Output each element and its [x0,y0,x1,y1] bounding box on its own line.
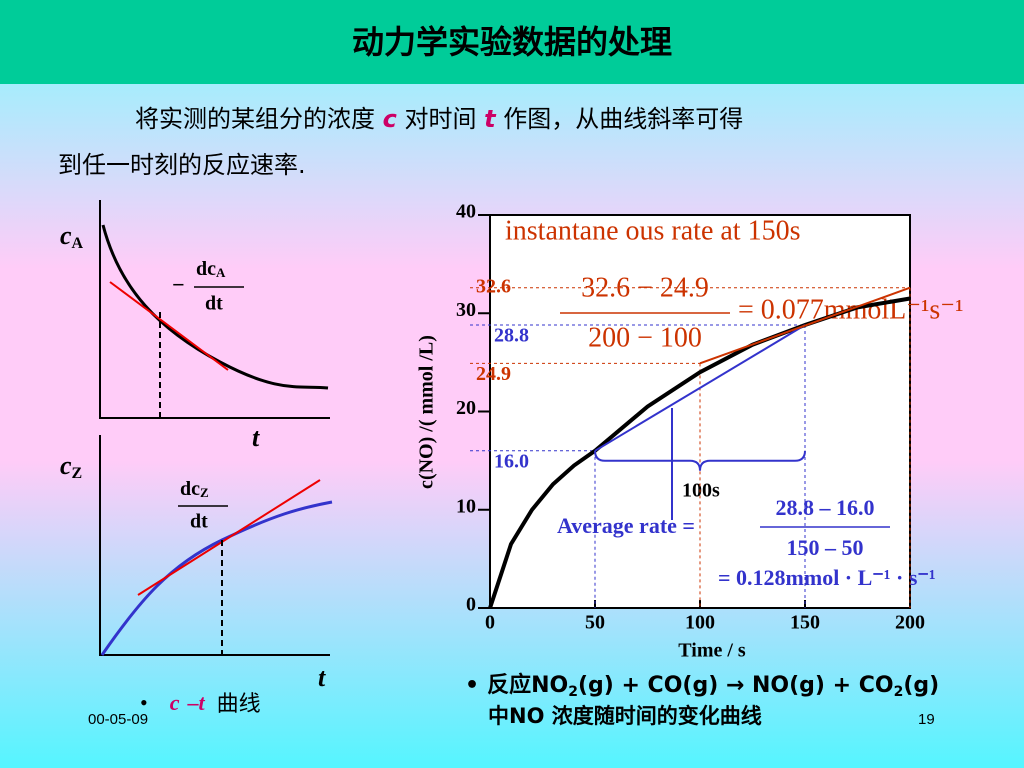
x-tick-label: 50 [585,612,605,634]
y-tick-label: 20 [456,397,476,419]
y-tick-label: 40 [456,201,476,223]
label: − [172,272,185,297]
label: dt [190,511,208,533]
label: c [60,221,72,250]
caption: (g) [903,673,939,698]
curve [100,500,333,656]
guide-label: 28.8 [494,325,529,347]
caption: 2 [568,684,578,700]
guide-label: 16.0 [494,450,529,472]
axes [99,200,330,419]
brace [594,450,806,471]
label: t [252,423,260,452]
annotation: instantane ous rate at 150s [505,215,800,246]
intro-var: c [383,105,397,133]
annotation: 28.8 – 16.0 [776,495,875,520]
tangent [109,281,229,371]
label: dc [196,258,216,280]
label: Z [72,465,83,482]
label: dc [180,478,200,500]
intro-text: 将实测的某组分的浓度 [135,105,383,133]
x-tick-label: 200 [895,612,925,634]
caption: 反应NO [487,672,568,698]
intro-text: 对时间 [397,105,484,133]
header-bar [0,0,1024,84]
page-number: 19 [918,711,935,728]
y-tick-label: 0 [466,594,476,616]
label: dcZ [180,478,209,500]
label: cZ [60,451,82,482]
bullet: c [170,690,180,715]
bullet: 曲线 [217,692,261,717]
label: A [216,265,226,280]
guide-label: 32.6 [476,275,511,297]
guide-label: 24.9 [476,363,511,385]
footer-date: 00-05-09 [88,711,148,728]
tangent [137,479,321,596]
annotation: = 0.128mmol · L⁻¹ · s⁻¹ [718,565,936,590]
caption: 中NO 浓度随时间的变化曲线 [488,704,762,728]
y-tick-label: 10 [456,495,476,517]
x-tick-label: 0 [485,612,495,634]
chord [594,324,806,452]
label: A [72,235,84,252]
caption: • 反应NO2(g) + CO(g) → NO(g) + CO2(g) [465,672,939,700]
annotation: 150 – 50 [787,535,864,560]
title: 动力学实验数据的处理 [352,23,672,61]
label: c [60,451,72,480]
caption: (g) + CO(g) → NO(g) + CO [578,673,894,698]
y-axis-label: c(NO) /( mmol /L) [416,335,438,489]
bullet: • [140,690,148,715]
annotation: 200 − 100 [588,322,702,353]
axes [99,435,330,656]
intro-text: 作图，从曲线斜率可得 [496,105,744,133]
intro-var: t [484,105,497,133]
y-tick-label: 30 [456,299,476,321]
annotation: Average rate = [557,513,695,538]
bullet: t [198,690,205,715]
x-axis-label: Time / s [678,640,746,662]
caption: 2 [894,684,904,700]
tangent [699,286,911,365]
bullet: – [186,690,199,715]
intro-line: 将实测的某组分的浓度 c 对时间 t 作图，从曲线斜率可得 [135,105,743,133]
label: t [318,663,326,692]
x-tick-label: 150 [790,612,820,634]
label: dt [205,293,223,315]
label: cA [60,221,84,252]
annotation: 100s [682,480,720,502]
intro-line: 到任一时刻的反应速率. [58,151,306,179]
bullet: • c –t 曲线 [140,690,261,717]
x-tick-label: 100 [685,612,715,634]
label: dcA [196,258,226,280]
label: Z [200,485,209,500]
caption: • [465,673,479,698]
